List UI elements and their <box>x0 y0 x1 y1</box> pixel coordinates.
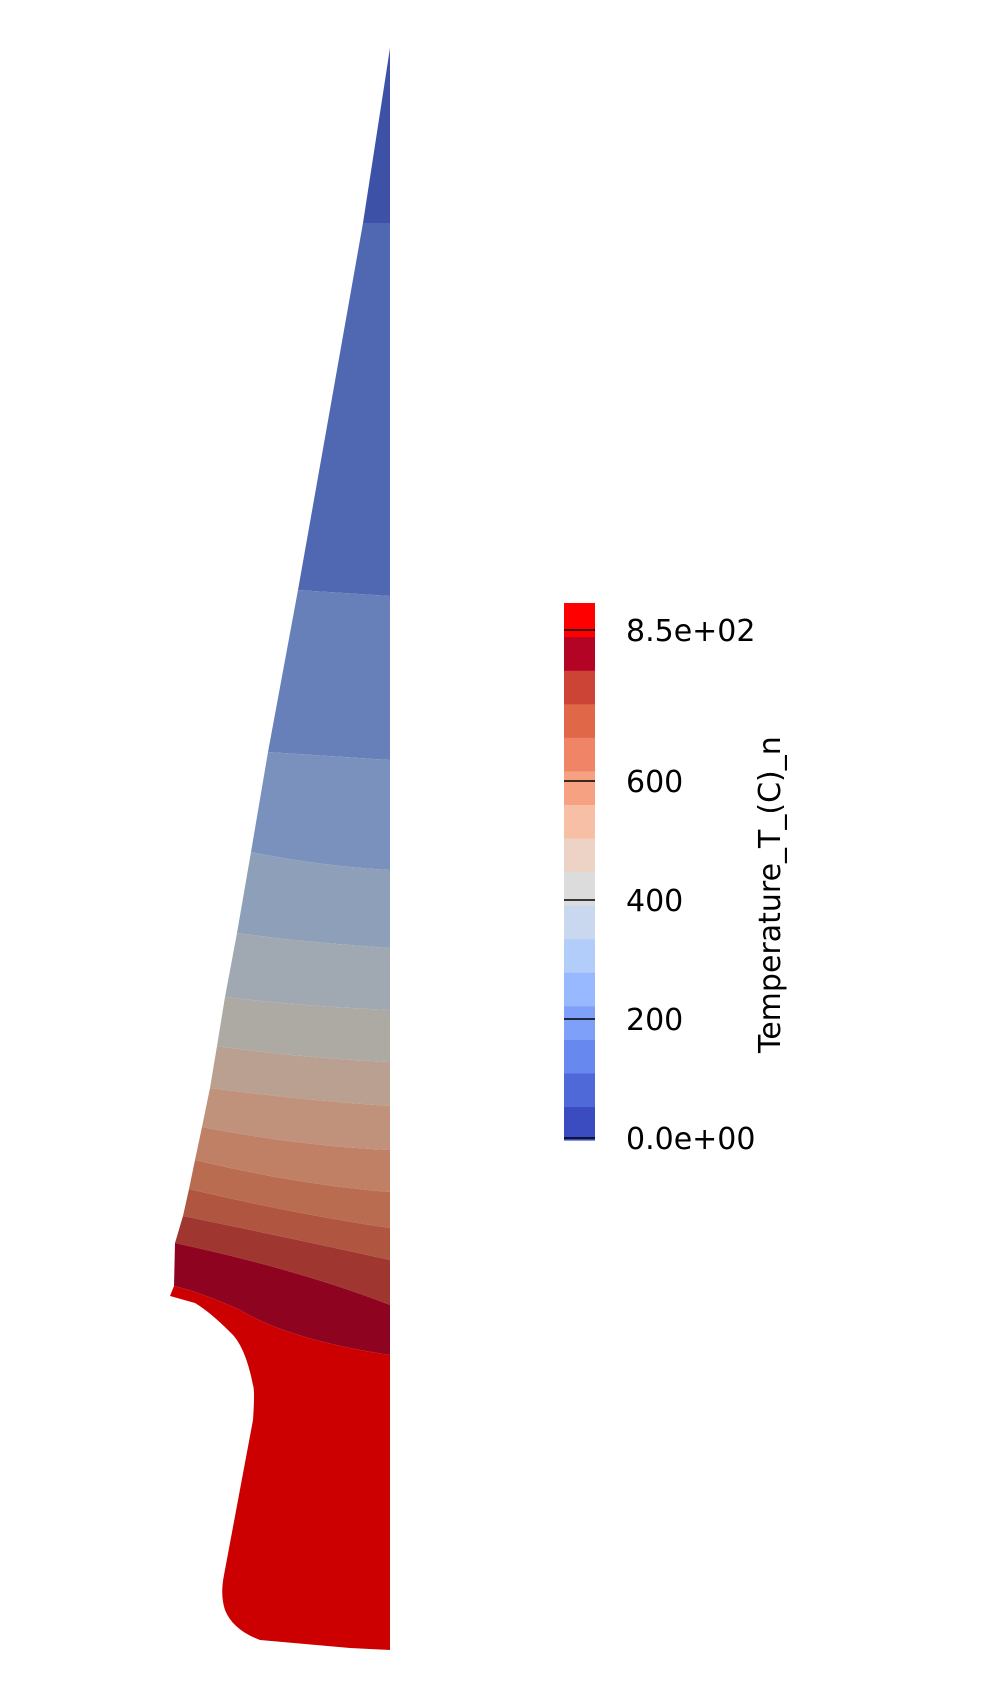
legend-tick: 200 <box>564 1003 683 1038</box>
legend-color-band <box>564 770 595 805</box>
model-band <box>217 997 390 1062</box>
legend-color-band <box>564 670 595 705</box>
legend-color-band <box>564 837 595 873</box>
legend-color-band <box>564 905 595 940</box>
legend-tick: 400 <box>564 884 683 919</box>
legend-tick: 8.5e+02 <box>564 614 755 649</box>
model-band <box>175 1216 390 1305</box>
model-band <box>298 223 390 596</box>
color-legend: 8.5e+02 600 400 200 0.0e+00 Temperature_… <box>564 603 788 1157</box>
legend-tick-label: 400 <box>626 884 683 919</box>
model-band <box>210 1046 390 1106</box>
legend-tick-label: 600 <box>626 765 683 800</box>
model-band <box>268 590 390 760</box>
model-band <box>195 1127 390 1192</box>
legend-color-band <box>564 804 595 839</box>
legend-color-band <box>564 737 595 772</box>
legend-color-band <box>564 1072 595 1108</box>
model-band <box>170 1286 390 1650</box>
model-band <box>189 1160 390 1228</box>
model-band <box>174 1243 390 1355</box>
legend-title: Temperature_T_(C)_n <box>753 736 788 1054</box>
legend-color-band <box>564 1106 595 1141</box>
legend-tick: 600 <box>564 765 683 800</box>
legend-color-band <box>564 636 595 671</box>
legend-color-bands <box>564 603 595 1141</box>
legend-color-band <box>564 1039 595 1074</box>
legend-color-band <box>564 603 595 638</box>
legend-color-band <box>564 938 595 973</box>
model-band <box>225 933 390 1010</box>
legend-tick: 0.0e+00 <box>564 1122 755 1157</box>
model-band <box>237 852 390 948</box>
legend-tick-label: 0.0e+00 <box>626 1122 755 1157</box>
model-band <box>251 752 390 870</box>
cross-section-model <box>170 48 390 1650</box>
legend-color-band <box>564 703 595 738</box>
legend-tick-label: 200 <box>626 1003 683 1038</box>
model-band <box>363 48 390 223</box>
model-band <box>183 1189 390 1260</box>
model-band <box>202 1088 390 1150</box>
legend-tick-label: 8.5e+02 <box>626 614 755 649</box>
legend-color-band <box>564 1005 595 1040</box>
legend-color-band <box>564 972 595 1007</box>
